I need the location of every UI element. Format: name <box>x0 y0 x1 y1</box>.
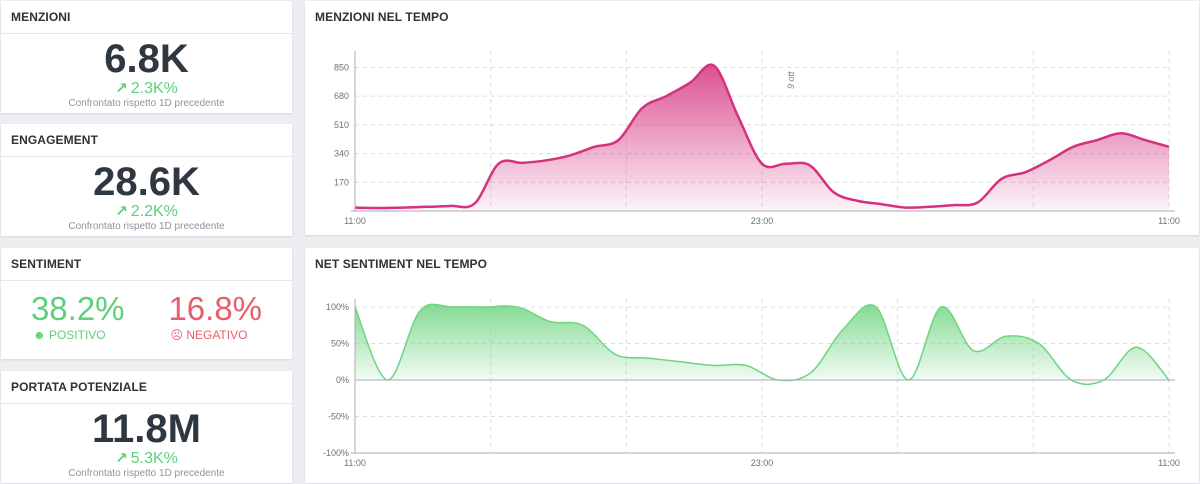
mentions-card: MENZIONI 6.8K ↗ 2.3K% Confrontato rispett… <box>1 1 292 113</box>
mentions-compare: Confrontato rispetto 1D precedente <box>68 98 225 109</box>
trend-up-icon: ↗ <box>115 203 128 220</box>
y-tick-label: 850 <box>334 62 349 72</box>
engagement-value: 28.6K <box>93 160 200 204</box>
negative-label: NEGATIVO <box>186 328 248 342</box>
mentions-chart-title: MENZIONI NEL TEMPO <box>315 10 449 24</box>
engagement-delta-value: 2.2K% <box>130 203 178 220</box>
positive-value: 38.2% <box>30 290 125 327</box>
reach-value: 11.8M <box>92 407 201 451</box>
x-tick-label: 11:00 <box>344 216 366 226</box>
y-tick-label: 680 <box>334 91 349 101</box>
sentiment-negative: 16.8% ☹ NEGATIVO <box>168 291 262 343</box>
series-line <box>354 63 1170 210</box>
y-tick-label: 0% <box>336 375 349 385</box>
positive-label: POSITIVO <box>48 328 106 342</box>
x-tick-label: 11:00 <box>1158 216 1180 226</box>
positive-label-row: ☻ POSITIVO <box>33 327 125 343</box>
trend-up-icon: ↗ <box>115 450 128 467</box>
negative-label-row: ☹ NEGATIVO <box>170 327 262 343</box>
reach-delta: ↗ 5.3K% <box>1 450 292 468</box>
engagement-card: ENGAGEMENT 28.6K ↗ 2.2K% Confrontato risp… <box>1 124 292 236</box>
sentiment-positive: 38.2% ☻ POSITIVO <box>31 291 125 343</box>
reach-card-title: PORTATA POTENZIALE <box>1 371 292 404</box>
series-area <box>355 304 1169 385</box>
smile-icon: ☻ <box>32 328 46 342</box>
mentions-delta: ↗ 2.3K% <box>1 80 292 98</box>
frown-icon: ☹ <box>170 328 183 342</box>
engagement-delta: ↗ 2.2K% <box>1 203 292 221</box>
sentiment-card-title: SENTIMENT <box>1 248 292 281</box>
mentions-chart-card: MENZIONI NEL TEMPO 170 340 510 680 850 11:00 2… <box>305 1 1199 235</box>
date-annotation: 9 ott <box>786 71 796 89</box>
negative-value: 16.8% <box>168 290 263 327</box>
engagement-compare: Confrontato rispetto 1D precedente <box>68 221 225 232</box>
mentions-card-title: MENZIONI <box>1 1 292 34</box>
engagement-card-title: ENGAGEMENT <box>1 124 292 157</box>
y-tick-label: -50% <box>328 412 349 422</box>
reach-delta-value: 5.3K% <box>130 450 178 467</box>
sentiment-card: SENTIMENT 38.2% ☻ POSITIVO 16.8% ☹ NEGAT… <box>1 248 292 359</box>
sentiment-chart-card: NET SENTIMENT NEL TEMPO 100% 50% 0% -50% -10… <box>305 248 1199 483</box>
mentions-value: 6.8K <box>104 37 189 81</box>
y-tick-label: 170 <box>334 177 349 187</box>
y-tick-label: 100% <box>326 302 349 312</box>
series-area <box>355 64 1169 211</box>
x-tick-label: 11:00 <box>344 458 366 468</box>
x-tick-label: 11:00 <box>1158 458 1180 468</box>
x-tick-label: 23:00 <box>751 458 774 468</box>
x-tick-label: 23:00 <box>751 216 774 226</box>
y-tick-label: 510 <box>334 120 349 130</box>
y-tick-label: 340 <box>334 149 349 159</box>
mentions-chart: 170 340 510 680 850 11:00 23:00 11:00 9 ott <box>334 51 1180 226</box>
reach-card: PORTATA POTENZIALE 11.8M ↗ 5.3K% Confront… <box>1 371 292 483</box>
reach-compare: Confrontato rispetto 1D precedente <box>68 468 225 479</box>
sentiment-values: 38.2% ☻ POSITIVO 16.8% ☹ NEGATIVO <box>1 291 292 343</box>
y-tick-label: -100% <box>323 448 349 458</box>
y-tick-label: 50% <box>331 339 349 349</box>
sentiment-chart-title: NET SENTIMENT NEL TEMPO <box>315 257 488 271</box>
sentiment-chart: 100%50%0%-50%-100%11:00 23:00 11:00 <box>323 299 1180 468</box>
series-line <box>354 303 1170 386</box>
trend-up-icon: ↗ <box>115 80 128 97</box>
mentions-delta-value: 2.3K% <box>130 80 178 97</box>
